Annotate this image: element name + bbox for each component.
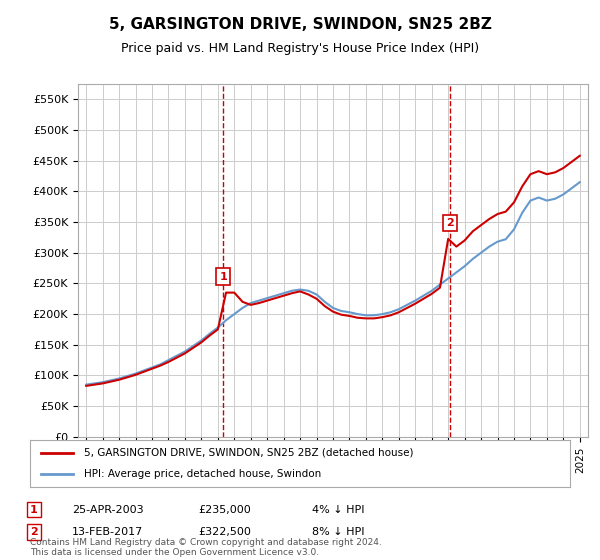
Text: 8% ↓ HPI: 8% ↓ HPI (312, 527, 365, 537)
Text: 25-APR-2003: 25-APR-2003 (72, 505, 143, 515)
Text: 2: 2 (446, 218, 454, 228)
Text: 5, GARSINGTON DRIVE, SWINDON, SN25 2BZ: 5, GARSINGTON DRIVE, SWINDON, SN25 2BZ (109, 17, 491, 32)
Text: 1: 1 (30, 505, 38, 515)
Text: £235,000: £235,000 (198, 505, 251, 515)
Text: Price paid vs. HM Land Registry's House Price Index (HPI): Price paid vs. HM Land Registry's House … (121, 42, 479, 55)
Text: 2: 2 (30, 527, 38, 537)
Text: 5, GARSINGTON DRIVE, SWINDON, SN25 2BZ (detached house): 5, GARSINGTON DRIVE, SWINDON, SN25 2BZ (… (84, 448, 413, 458)
Text: 1: 1 (219, 272, 227, 282)
Text: 4% ↓ HPI: 4% ↓ HPI (312, 505, 365, 515)
Text: 13-FEB-2017: 13-FEB-2017 (72, 527, 143, 537)
Text: £322,500: £322,500 (198, 527, 251, 537)
Text: Contains HM Land Registry data © Crown copyright and database right 2024.
This d: Contains HM Land Registry data © Crown c… (30, 538, 382, 557)
Text: HPI: Average price, detached house, Swindon: HPI: Average price, detached house, Swin… (84, 469, 321, 479)
